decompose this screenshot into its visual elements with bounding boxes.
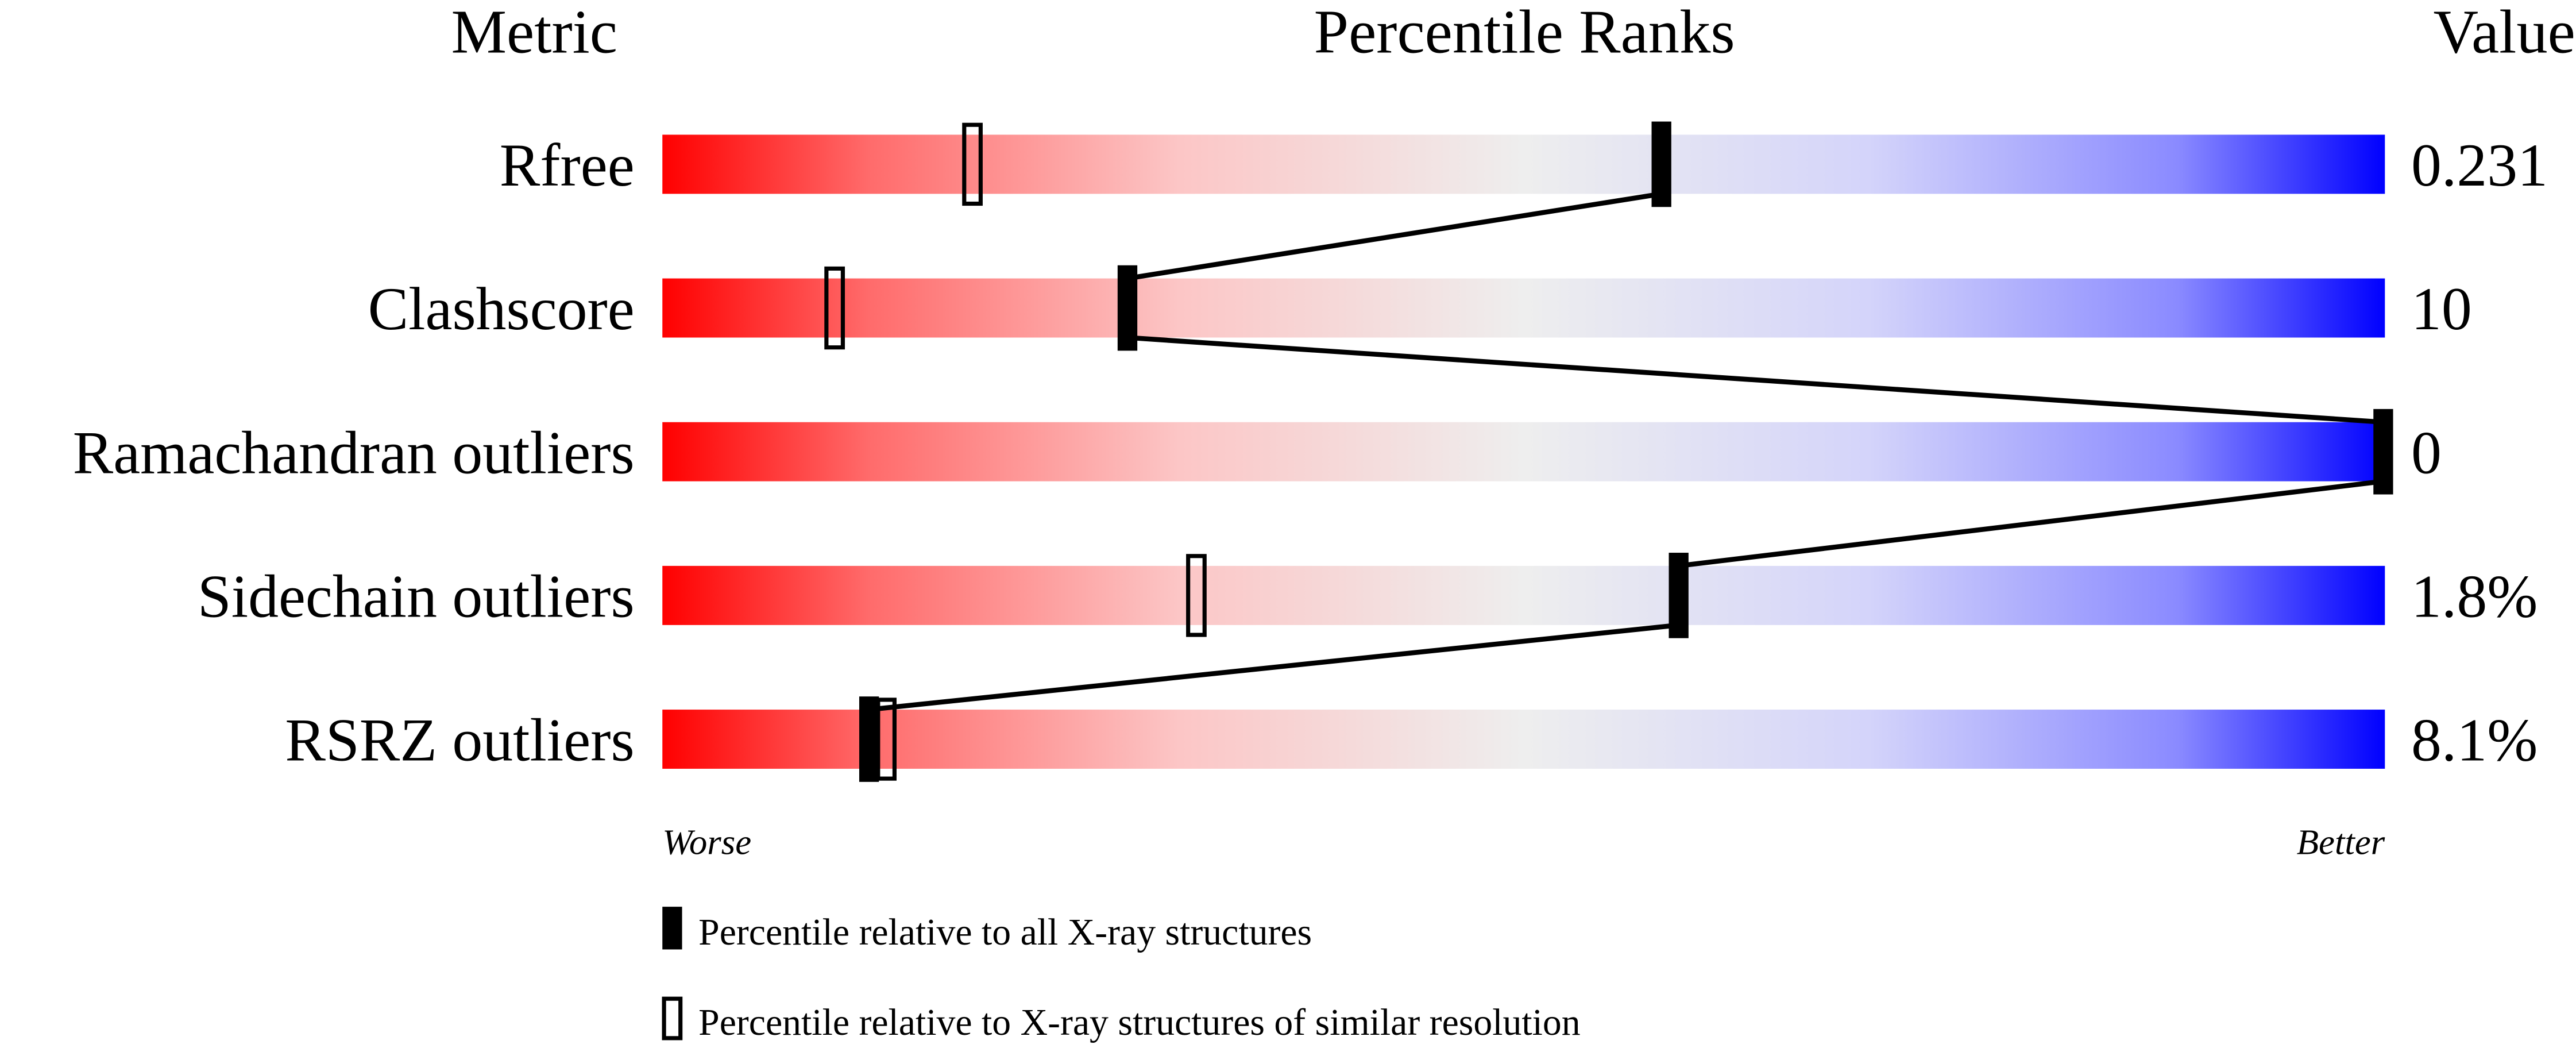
worse-label: Worse [662,822,751,862]
connector-line [1127,191,1662,281]
metric-value: 8.1% [2411,707,2538,774]
legend-filled-marker [662,907,682,950]
metric-value: 1.8% [2411,563,2538,630]
metric-row: Ramachandran outliers 0 [73,409,2442,495]
legend-all: Percentile relative to all X-ray structu… [698,911,1312,953]
connector-line [1678,479,2384,569]
legend-open-marker [662,996,683,1041]
metric-row: Clashscore 10 [368,265,2472,351]
metric-label: Rfree [500,132,635,199]
metric-row: RSRZ outliers 8.1% [285,696,2538,782]
metric-value: 10 [2411,275,2472,342]
metric-label: Clashscore [368,275,635,342]
metric-value: 0 [2411,419,2442,486]
connector-line [868,622,1679,712]
legend-similar: Percentile relative to X-ray structures … [698,1001,1581,1043]
percentile-bar [662,710,2385,769]
metric-header: Metric [451,0,617,66]
metric-row: Sidechain outliers 1.8% [198,553,2538,638]
metric-label: Sidechain outliers [198,563,635,630]
percentile-bar [662,422,2385,481]
percentile-bar [662,134,2385,194]
metric-row: Rfree 0.231 [500,121,2548,207]
metric-value: 0.231 [2411,132,2548,199]
similar-resolution-marker [824,266,845,350]
similar-resolution-marker [1186,554,1207,637]
ranks-header: Percentile Ranks [1314,0,1735,66]
connector-line [1127,335,2384,425]
metric-label: RSRZ outliers [285,707,634,774]
metric-label: Ramachandran outliers [73,419,635,486]
similar-resolution-marker [962,122,983,206]
better-label: Better [2297,822,2385,862]
value-header: Value [2434,0,2575,66]
percentile-bar [662,278,2385,338]
percentile-bar [662,565,2385,625]
